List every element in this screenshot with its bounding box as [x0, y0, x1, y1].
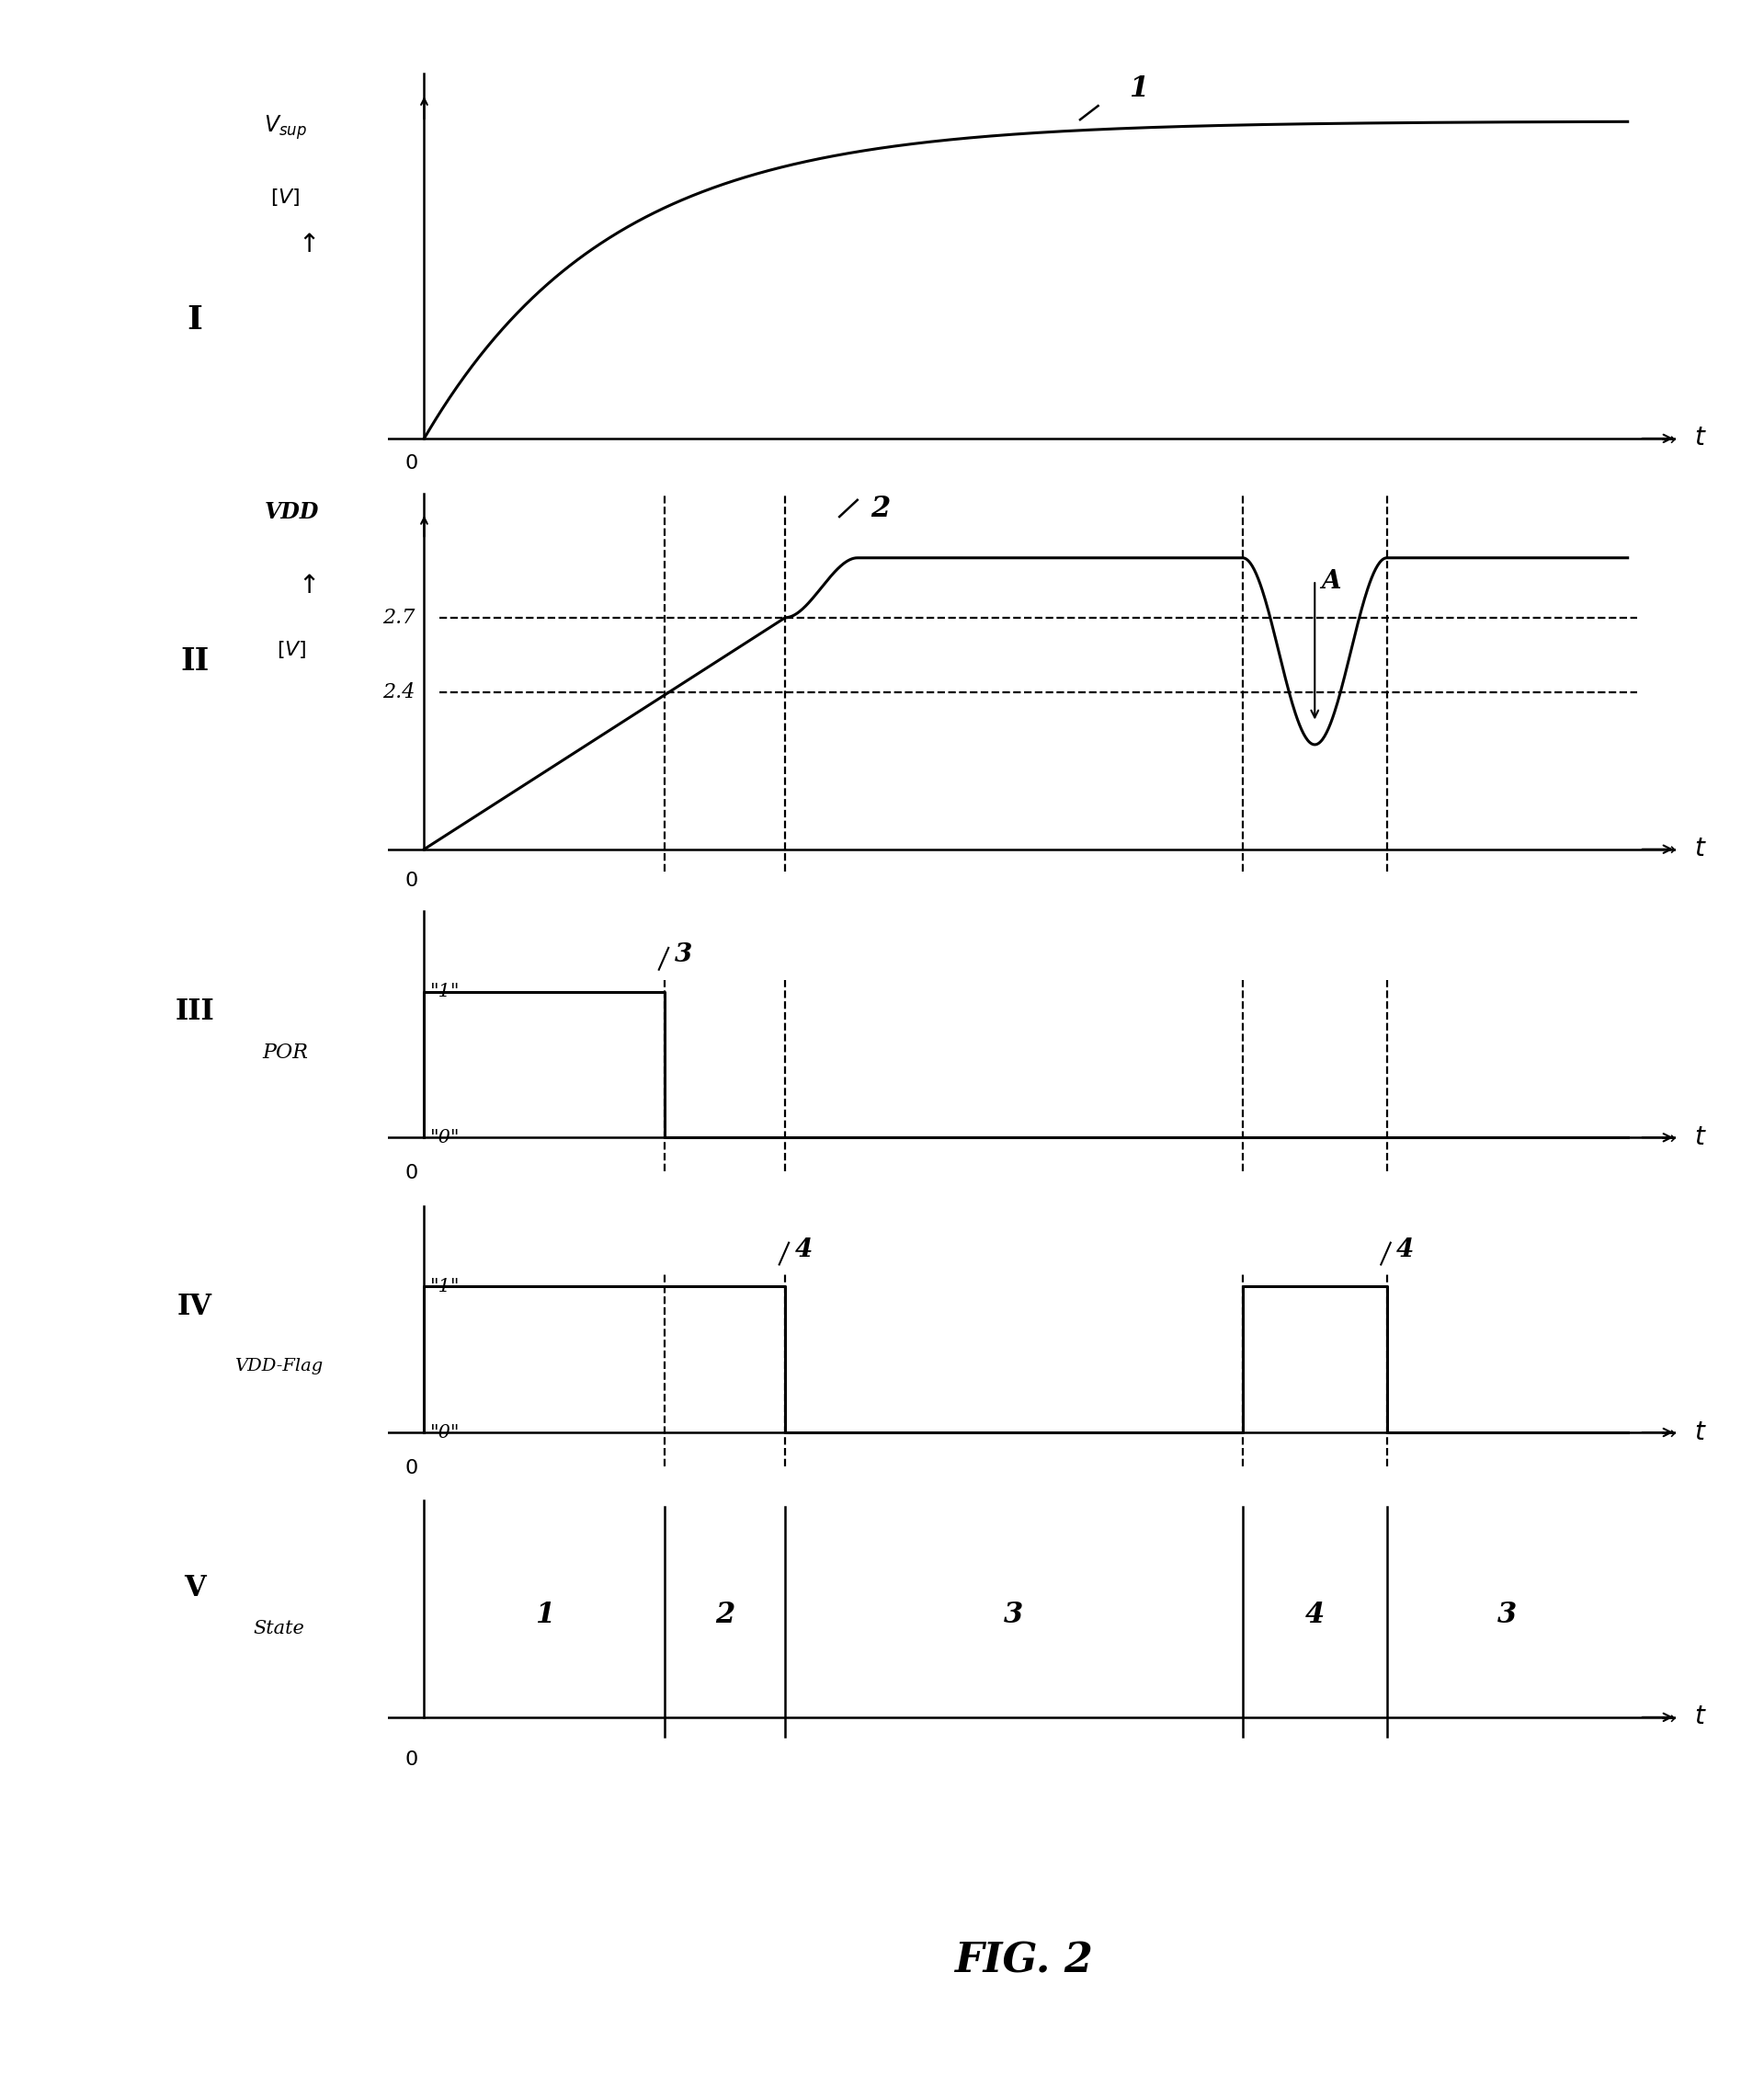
Text: II: II [180, 645, 210, 676]
Text: 3: 3 [1498, 1600, 1517, 1629]
Text: $V_{sup}$: $V_{sup}$ [263, 114, 307, 141]
Text: $t$: $t$ [1693, 1706, 1706, 1731]
Text: $t$: $t$ [1693, 1419, 1706, 1444]
Text: $[V]$: $[V]$ [277, 639, 307, 660]
Text: "1": "1" [430, 1278, 460, 1295]
Text: 2: 2 [714, 1600, 736, 1629]
Text: "1": "1" [430, 984, 460, 1000]
Text: 3: 3 [674, 942, 691, 967]
Text: $\rightarrow$: $\rightarrow$ [1658, 1423, 1678, 1442]
Text: 0: 0 [406, 1751, 418, 1770]
Text: 2: 2 [871, 496, 891, 523]
Text: VDD-Flag: VDD-Flag [235, 1357, 323, 1374]
Text: V: V [183, 1575, 206, 1602]
Text: 4: 4 [796, 1237, 813, 1262]
Text: $\rightarrow$: $\rightarrow$ [1658, 1708, 1678, 1726]
Text: I: I [187, 305, 203, 336]
Text: FIG. 2: FIG. 2 [954, 1940, 1092, 1982]
Text: $t$: $t$ [1693, 1125, 1706, 1150]
Text: 3: 3 [1004, 1600, 1023, 1629]
Text: $\rightarrow$: $\rightarrow$ [1658, 1129, 1678, 1145]
Text: POR: POR [263, 1042, 309, 1062]
Text: "0": "0" [430, 1423, 460, 1442]
Text: 0: 0 [406, 1164, 418, 1183]
Text: 2.4: 2.4 [383, 683, 415, 703]
Text: $t$: $t$ [1693, 425, 1706, 450]
Text: $\uparrow$: $\uparrow$ [293, 232, 316, 257]
Text: State: State [252, 1621, 305, 1637]
Text: 0: 0 [406, 454, 418, 473]
Text: $\rightarrow$: $\rightarrow$ [1658, 840, 1678, 857]
Text: 1: 1 [1129, 75, 1148, 102]
Text: 0: 0 [406, 871, 418, 890]
Text: III: III [175, 998, 215, 1027]
Text: 4: 4 [1305, 1600, 1325, 1629]
Text: 0: 0 [406, 1459, 418, 1477]
Text: 2.7: 2.7 [383, 608, 415, 629]
Text: IV: IV [178, 1293, 212, 1322]
Text: 1: 1 [534, 1600, 554, 1629]
Text: VDD: VDD [265, 500, 319, 523]
Text: A: A [1321, 569, 1341, 593]
Text: $\rightarrow$: $\rightarrow$ [1658, 430, 1678, 446]
Text: $[V]$: $[V]$ [270, 187, 300, 208]
Text: "0": "0" [430, 1129, 460, 1145]
Text: $\uparrow$: $\uparrow$ [293, 573, 316, 600]
Text: $t$: $t$ [1693, 836, 1706, 861]
Text: 4: 4 [1397, 1237, 1415, 1262]
